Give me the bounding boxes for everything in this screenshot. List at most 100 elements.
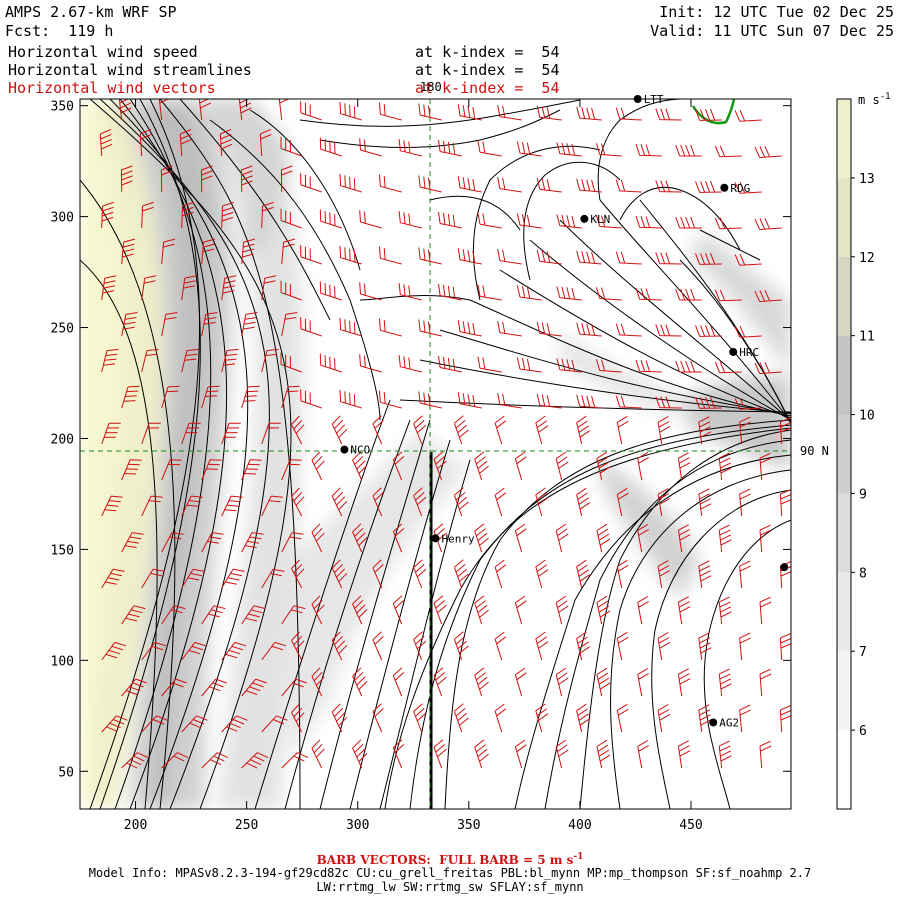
wind-barb <box>596 143 622 157</box>
wind-barb <box>300 389 322 409</box>
wind-barb <box>453 415 469 445</box>
wind-barb <box>457 320 482 337</box>
wind-barb <box>413 631 427 661</box>
colorbar-frame <box>836 98 852 810</box>
wind-barb <box>734 109 762 122</box>
wind-barb <box>615 395 642 409</box>
wind-barb <box>281 532 304 553</box>
wind-barb <box>596 595 611 625</box>
wind-barb <box>516 357 542 373</box>
wind-barb <box>576 394 602 409</box>
wind-barb <box>281 385 300 409</box>
wind-barb <box>141 348 159 373</box>
wind-barb <box>494 487 507 517</box>
wind-barb <box>161 385 180 409</box>
forecast-hour: Fcst: 119 h <box>5 22 114 40</box>
wind-barb <box>655 396 682 409</box>
wind-barb <box>352 595 368 625</box>
colorbar-swatch <box>837 493 851 573</box>
x-tick-label: 350 <box>457 818 480 833</box>
wind-barb <box>221 568 245 589</box>
wind-barb <box>754 217 782 231</box>
wind-barb <box>372 559 384 589</box>
wind-barb <box>101 201 114 229</box>
wind-barb <box>161 752 189 769</box>
wind-barb <box>201 385 220 409</box>
wind-barb <box>596 451 611 481</box>
wind-barb <box>677 452 691 481</box>
wind-barb <box>418 103 442 121</box>
colorbar-swatch <box>837 651 851 731</box>
wind-barb <box>494 703 507 733</box>
wind-barb <box>311 523 325 553</box>
wind-barb <box>281 752 309 769</box>
wind-barb <box>734 325 762 338</box>
wind-barb <box>576 322 602 337</box>
wind-barb <box>392 523 405 553</box>
wind-barb <box>474 667 489 697</box>
wind-barb <box>718 740 732 769</box>
wind-barb <box>221 641 247 661</box>
station-marker <box>720 183 729 192</box>
wind-barb <box>280 352 302 373</box>
wind-barb <box>241 238 256 265</box>
wind-barb <box>398 355 422 373</box>
wind-speed-shading <box>80 99 791 809</box>
wind-barb <box>453 559 469 589</box>
colorbar-label: 10 <box>859 409 875 424</box>
wind-barb <box>181 641 207 661</box>
wind-barb <box>514 451 527 481</box>
colorbar-swatch <box>837 572 851 652</box>
wind-barb <box>238 99 252 121</box>
wind-barb <box>754 145 782 159</box>
wind-barb <box>418 247 442 265</box>
wind-barb <box>241 459 262 481</box>
model-info: Model Info: MPASv8.2.3-194-gf29cd82c CU:… <box>88 866 812 880</box>
wind-barb <box>718 668 732 697</box>
wind-barb <box>536 321 562 337</box>
station-label: RDG <box>730 182 750 195</box>
wind-barb <box>291 559 305 589</box>
wind-barb <box>535 487 549 517</box>
wind-barb <box>141 275 157 301</box>
wind-barb <box>201 605 226 625</box>
wind-barb <box>311 667 325 697</box>
wind-barb <box>219 128 233 157</box>
wind-barb <box>181 422 201 445</box>
wind-barb <box>281 312 298 337</box>
wind-barb <box>536 249 562 265</box>
wind-barb <box>200 165 213 193</box>
wind-barb <box>240 165 253 193</box>
wind-barb <box>259 128 272 157</box>
wind-barb <box>359 138 382 157</box>
wind-barb <box>121 752 149 769</box>
wind-barb <box>497 249 522 265</box>
wind-barb <box>453 487 469 517</box>
wind-barb <box>300 317 322 337</box>
wind-barb <box>536 105 562 121</box>
wind-barb <box>201 459 222 481</box>
field-name-streamlines: Horizontal wind streamlines <box>8 61 252 79</box>
wind-barb <box>311 739 325 769</box>
wind-barb <box>576 250 602 265</box>
colorbar-swatch <box>837 99 851 178</box>
wind-barb <box>121 385 140 409</box>
station-label: Henry <box>442 532 475 545</box>
wind-barb <box>576 559 591 589</box>
wind-barb <box>616 631 629 661</box>
wind-barb <box>675 288 702 301</box>
wind-barb <box>514 523 527 553</box>
wind-barb <box>438 139 462 157</box>
wind-barb <box>221 715 248 733</box>
wind-barb <box>378 318 402 337</box>
wind-barb <box>278 99 290 121</box>
wind-barb <box>161 312 178 337</box>
wind-barb <box>556 286 582 301</box>
wind-barb <box>291 487 305 517</box>
wind-barb <box>615 323 642 337</box>
wind-barb <box>677 740 691 769</box>
wind-barb <box>714 145 742 158</box>
streamlines <box>80 99 791 809</box>
station-marker <box>580 214 589 223</box>
wind-barb <box>221 495 243 517</box>
